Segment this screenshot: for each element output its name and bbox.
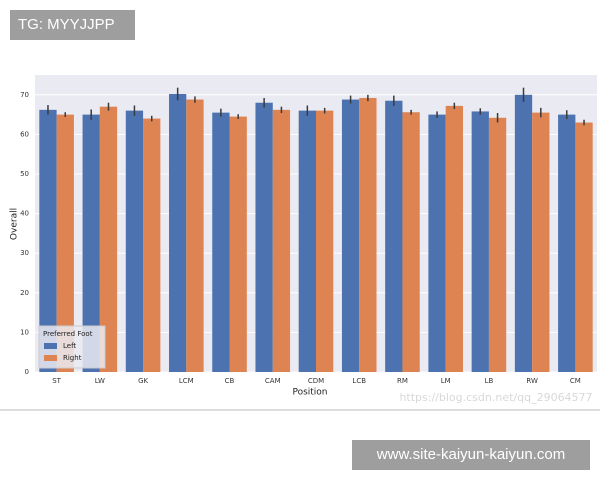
legend-swatch <box>44 355 57 361</box>
bar <box>272 109 291 373</box>
bar <box>316 110 334 372</box>
y-tick-label: 30 <box>20 249 29 257</box>
x-tick-label: LM <box>441 377 451 385</box>
y-tick-label: 50 <box>20 170 29 178</box>
x-tick-label: CDM <box>308 377 324 385</box>
x-tick-label: ST <box>52 377 61 385</box>
bar <box>56 114 74 372</box>
watermark: https://blog.csdn.net/qq_29064577 <box>399 391 592 404</box>
bar <box>471 111 489 372</box>
bar <box>445 105 463 372</box>
y-axis-label: Overall <box>10 208 20 240</box>
bar <box>229 116 247 372</box>
x-tick-label: LCM <box>179 377 194 385</box>
y-tick-label: 70 <box>20 91 29 99</box>
x-tick-label: LW <box>95 377 105 385</box>
bar <box>402 112 420 372</box>
y-tick-label: 10 <box>20 328 29 336</box>
x-tick-label: LB <box>485 377 494 385</box>
y-tick-label: 40 <box>20 210 29 218</box>
bar <box>488 117 507 372</box>
bar <box>298 110 316 372</box>
x-tick-label: GK <box>138 377 148 385</box>
bar <box>212 112 230 373</box>
footer-label: www.site-kaiyun-kaiyun.com <box>352 440 590 470</box>
x-axis-label: Position <box>292 388 327 398</box>
bar <box>359 97 377 372</box>
bar <box>169 94 187 373</box>
bar <box>428 114 446 372</box>
legend-label: Right <box>63 354 82 362</box>
bar <box>255 102 273 372</box>
bar <box>575 122 593 373</box>
tag-label: TG: MYYJJPP <box>10 10 135 40</box>
x-tick-label: LCB <box>352 377 366 385</box>
bar <box>99 106 118 373</box>
bar <box>341 99 360 372</box>
y-tick-label: 20 <box>20 289 29 297</box>
bar <box>39 109 57 373</box>
x-tick-label: CB <box>225 377 235 385</box>
x-tick-label: RM <box>397 377 408 385</box>
bar <box>125 110 144 372</box>
bar <box>532 112 550 373</box>
bar <box>385 100 403 373</box>
x-tick-label: RW <box>526 377 538 385</box>
bar <box>143 118 161 372</box>
bar <box>514 94 533 373</box>
legend-title: Preferred Foot <box>43 330 93 338</box>
bar <box>558 114 576 372</box>
legend-label: Left <box>63 342 76 350</box>
bar <box>82 114 100 372</box>
bar <box>186 99 204 372</box>
legend-swatch <box>44 343 57 349</box>
x-tick-label: CAM <box>265 377 281 385</box>
y-tick-label: 0 <box>25 368 29 376</box>
y-tick-label: 60 <box>20 130 29 138</box>
x-tick-label: CM <box>570 377 581 385</box>
